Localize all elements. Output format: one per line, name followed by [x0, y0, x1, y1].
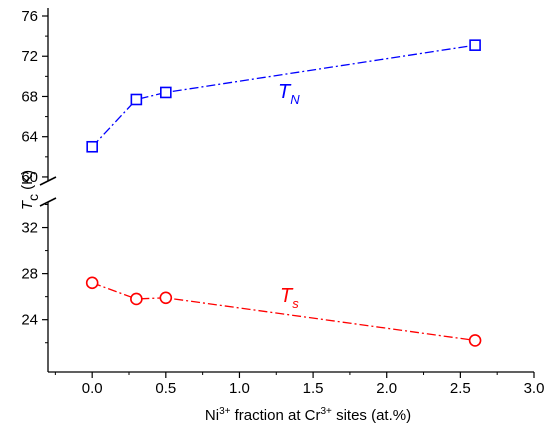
series-group — [85, 39, 482, 347]
x-tick-label: 2.5 — [450, 380, 471, 397]
y-tick-label: 24 — [21, 312, 38, 329]
x-tick-label: 1.0 — [229, 380, 250, 397]
series-label-tn: TN — [278, 81, 300, 107]
y-tick-label: 64 — [21, 129, 38, 146]
y-tick-label: 72 — [21, 48, 38, 65]
y-tick-label: 28 — [21, 266, 38, 283]
series-label-ts: Ts — [280, 285, 299, 311]
data-point-ts — [85, 276, 99, 290]
x-tick-label: 1.5 — [303, 380, 324, 397]
data-point-tn — [469, 39, 481, 51]
data-point-tn — [160, 86, 172, 99]
x-tick-label: 3.0 — [524, 380, 545, 397]
y-tick-label: 68 — [21, 88, 38, 105]
x-tick-label: 0.0 — [82, 380, 103, 397]
tick-group: 0.0 0.5 1.0 1.5 2.0 2.5 3.0 60 64 68 72 76 24 28 32 — [21, 8, 544, 397]
data-point-ts — [159, 291, 173, 305]
x-axis-title: Ni3+ fraction at Cr3+ sites (at.%) — [205, 406, 411, 424]
series-labels: TN Ts — [278, 81, 300, 311]
axis-break-mark — [39, 176, 57, 186]
data-point-tn — [130, 93, 143, 106]
series-line-tn — [91, 44, 476, 148]
chart-frame — [39, 8, 534, 373]
x-tick-label: 0.5 — [155, 380, 176, 397]
y-tick-label: 76 — [21, 8, 38, 25]
series-line-ts — [91, 282, 476, 342]
y-tick-label: 32 — [21, 220, 38, 237]
data-point-tn — [86, 140, 98, 153]
y-tick-label: 60 — [21, 169, 38, 186]
data-point-ts — [130, 292, 143, 306]
data-point-ts — [468, 334, 482, 347]
x-tick-label: 2.0 — [376, 380, 397, 397]
axis-break-mark — [39, 197, 57, 207]
y-axis-title: Tc (K) — [19, 170, 41, 210]
